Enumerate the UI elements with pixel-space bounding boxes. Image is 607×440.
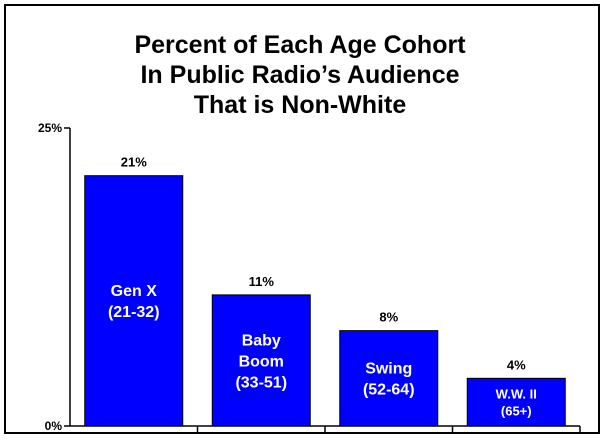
bar-category-label: W.W. II (65+) xyxy=(496,386,537,418)
bar-value-label: 21% xyxy=(121,155,147,170)
bar xyxy=(339,330,439,427)
y-tick-label: 25% xyxy=(38,121,62,135)
bar xyxy=(84,175,184,427)
bar-value-label: 11% xyxy=(249,274,275,289)
chart-title-line-3: That is Non-White xyxy=(193,91,407,119)
bar xyxy=(466,377,566,427)
bars xyxy=(84,175,566,427)
chart-title: Percent of Each Age Cohort In Public Rad… xyxy=(60,30,540,120)
data-labels: 21% Gen X (21-32) 11% Baby Boom (33-51) 8% Swing… xyxy=(108,155,537,419)
bar-category-label: Swing (52-64) xyxy=(363,361,415,399)
chart-title-line-2: In Public Radio’s Audience xyxy=(140,61,460,89)
bar-category-label: Baby Boom (33-51) xyxy=(235,332,287,391)
y-tick-label: 0% xyxy=(45,419,63,433)
bar-category-label: Gen X (21-32) xyxy=(108,283,160,321)
bar-value-label: 8% xyxy=(379,310,398,325)
bar-value-label: 4% xyxy=(507,357,526,372)
chart-title-line-1: Percent of Each Age Cohort xyxy=(134,31,466,59)
bar xyxy=(211,294,311,427)
axis-ticks: 0% 25% xyxy=(38,121,581,433)
